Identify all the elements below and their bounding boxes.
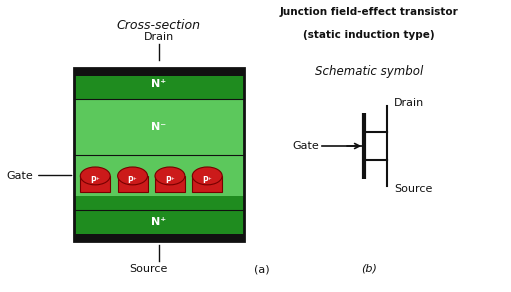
Bar	[118, 176, 148, 192]
Text: Source: Source	[129, 264, 168, 274]
Ellipse shape	[192, 167, 222, 185]
Text: (static induction type): (static induction type)	[304, 30, 435, 40]
Text: P⁺: P⁺	[90, 176, 100, 185]
Bar	[155, 176, 185, 192]
Text: Drain: Drain	[144, 32, 174, 42]
Bar	[74, 99, 244, 155]
Bar	[74, 68, 244, 241]
Bar	[80, 176, 110, 192]
Bar	[192, 176, 222, 192]
Text: P⁺: P⁺	[202, 176, 212, 185]
Text: P⁺: P⁺	[165, 176, 175, 185]
Text: N⁺: N⁺	[151, 217, 166, 227]
Bar	[74, 234, 244, 241]
Text: Schematic symbol: Schematic symbol	[315, 65, 424, 78]
Text: Gate: Gate	[7, 171, 33, 180]
Bar	[74, 155, 244, 196]
Text: N⁻: N⁻	[151, 122, 166, 132]
Text: P⁺: P⁺	[128, 176, 137, 185]
Ellipse shape	[155, 167, 185, 185]
Text: N⁺: N⁺	[151, 79, 166, 88]
Bar	[74, 68, 244, 76]
Bar	[74, 68, 244, 241]
Text: Source: Source	[394, 184, 433, 194]
Text: (b): (b)	[361, 263, 377, 273]
Ellipse shape	[80, 167, 110, 185]
Text: Cross-section: Cross-section	[117, 19, 201, 32]
Text: Junction field-effect transistor: Junction field-effect transistor	[280, 7, 459, 17]
Text: (a): (a)	[254, 264, 270, 274]
Text: Gate: Gate	[292, 141, 319, 151]
Ellipse shape	[118, 167, 148, 185]
Text: Drain: Drain	[394, 98, 425, 108]
